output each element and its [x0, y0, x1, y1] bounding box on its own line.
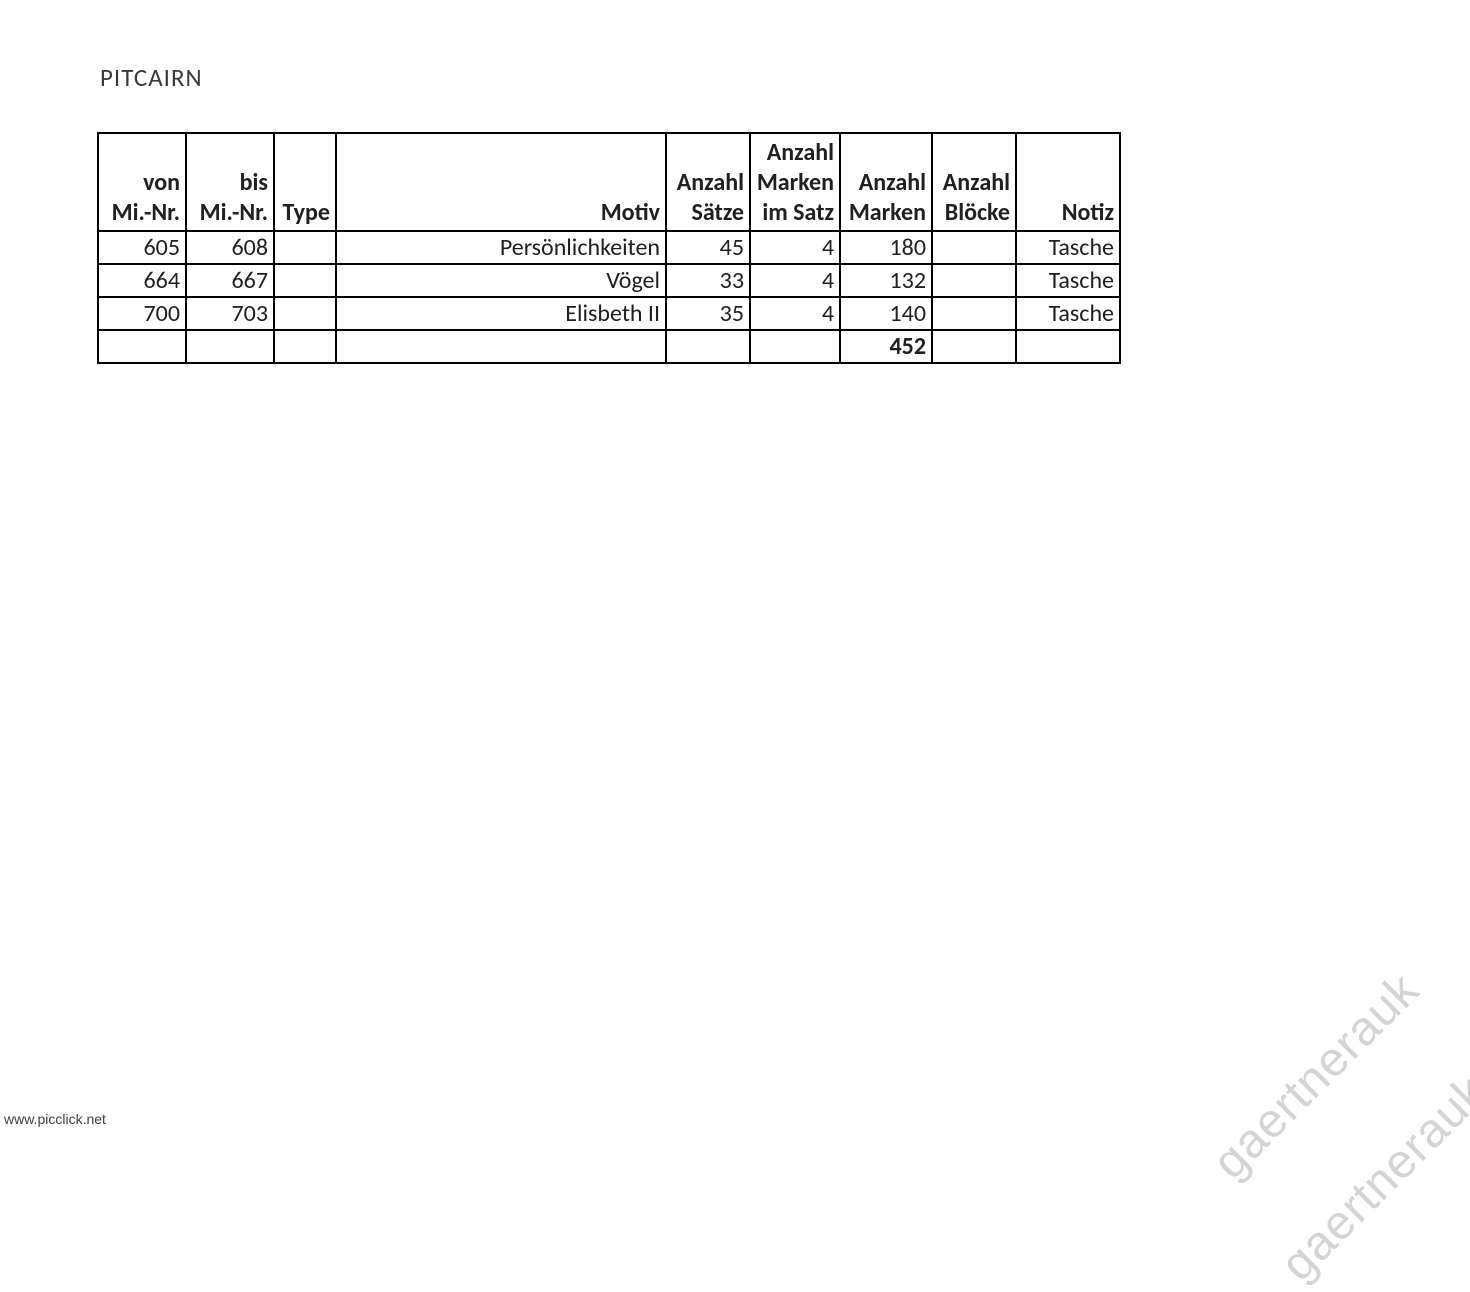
cell-marken-im-satz: 4 — [750, 264, 840, 297]
cell-anzahl-marken: 132 — [840, 264, 932, 297]
cell-bloecke — [932, 297, 1016, 330]
cell-motiv: Vögel — [336, 264, 666, 297]
table-row: 664 667 Vögel 33 4 132 Tasche — [98, 264, 1120, 297]
cell-von: 664 — [98, 264, 186, 297]
col-header-bis: bisMi.-Nr. — [186, 133, 274, 231]
cell-empty — [274, 330, 336, 363]
cell-empty — [1016, 330, 1120, 363]
col-header-motiv: Motiv — [336, 133, 666, 231]
cell-von: 700 — [98, 297, 186, 330]
col-header-marken-im-satz: AnzahlMarkenim Satz — [750, 133, 840, 231]
cell-bis: 667 — [186, 264, 274, 297]
cell-empty — [666, 330, 750, 363]
col-header-saetze: AnzahlSätze — [666, 133, 750, 231]
table-row: 700 703 Elisbeth II 35 4 140 Tasche — [98, 297, 1120, 330]
table-header-row: vonMi.-Nr. bisMi.-Nr. Type Motiv AnzahlS… — [98, 133, 1120, 231]
cell-empty — [98, 330, 186, 363]
table-row: 605 608 Persönlichkeiten 45 4 180 Tasche — [98, 231, 1120, 264]
cell-total-anzahl-marken: 452 — [840, 330, 932, 363]
cell-empty — [932, 330, 1016, 363]
cell-von: 605 — [98, 231, 186, 264]
cell-notiz: Tasche — [1016, 231, 1120, 264]
cell-empty — [186, 330, 274, 363]
col-header-notiz: Notiz — [1016, 133, 1120, 231]
cell-saetze: 45 — [666, 231, 750, 264]
page-title: PITCAIRN — [100, 62, 203, 93]
col-header-type: Type — [274, 133, 336, 231]
col-header-anzahl-marken: AnzahlMarken — [840, 133, 932, 231]
cell-saetze: 33 — [666, 264, 750, 297]
cell-bloecke — [932, 231, 1016, 264]
col-header-von: vonMi.-Nr. — [98, 133, 186, 231]
cell-bloecke — [932, 264, 1016, 297]
stamp-inventory-table: vonMi.-Nr. bisMi.-Nr. Type Motiv AnzahlS… — [97, 132, 1121, 364]
table-total-row: 452 — [98, 330, 1120, 363]
cell-type — [274, 231, 336, 264]
cell-anzahl-marken: 180 — [840, 231, 932, 264]
cell-notiz: Tasche — [1016, 264, 1120, 297]
cell-marken-im-satz: 4 — [750, 297, 840, 330]
col-header-bloecke: AnzahlBlöcke — [932, 133, 1016, 231]
cell-type — [274, 297, 336, 330]
cell-notiz: Tasche — [1016, 297, 1120, 330]
cell-empty — [750, 330, 840, 363]
cell-bis: 608 — [186, 231, 274, 264]
footer-source-url: www.picclick.net — [4, 1111, 106, 1127]
cell-motiv: Elisbeth II — [336, 297, 666, 330]
cell-type — [274, 264, 336, 297]
cell-motiv: Persönlichkeiten — [336, 231, 666, 264]
cell-anzahl-marken: 140 — [840, 297, 932, 330]
cell-marken-im-satz: 4 — [750, 231, 840, 264]
cell-empty — [336, 330, 666, 363]
cell-bis: 703 — [186, 297, 274, 330]
cell-saetze: 35 — [666, 297, 750, 330]
